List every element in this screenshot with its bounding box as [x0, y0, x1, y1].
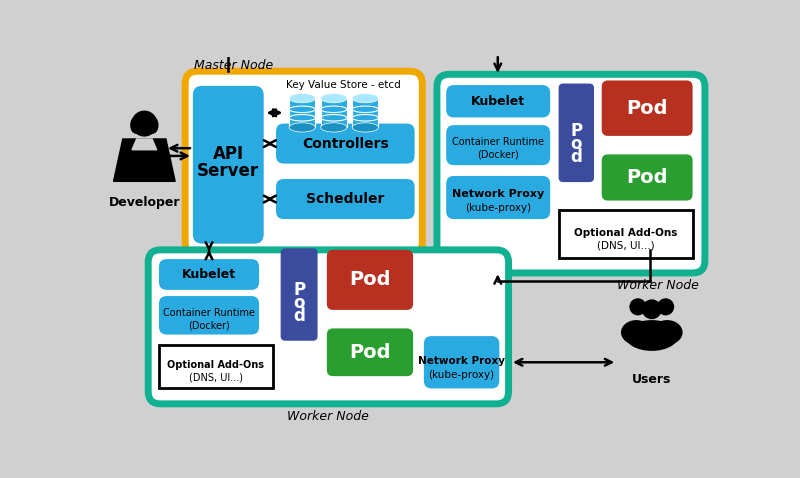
Bar [352, 98, 378, 128]
Ellipse shape [352, 94, 378, 103]
Polygon shape [114, 139, 175, 181]
FancyBboxPatch shape [424, 336, 499, 389]
Ellipse shape [621, 320, 652, 345]
FancyBboxPatch shape [558, 84, 594, 182]
Ellipse shape [321, 123, 347, 132]
Text: Controllers: Controllers [302, 137, 389, 151]
Text: API: API [213, 145, 244, 163]
Text: Network Proxy: Network Proxy [418, 356, 505, 366]
Circle shape [642, 300, 661, 318]
Bar [558, 210, 693, 258]
Text: Worker Node: Worker Node [287, 410, 370, 423]
Circle shape [132, 111, 157, 136]
FancyBboxPatch shape [193, 86, 264, 244]
FancyBboxPatch shape [276, 124, 414, 163]
Ellipse shape [352, 123, 378, 132]
Ellipse shape [652, 320, 682, 345]
FancyBboxPatch shape [602, 80, 693, 136]
FancyBboxPatch shape [327, 250, 413, 310]
Text: Key Value Store - etcd: Key Value Store - etcd [286, 80, 400, 90]
Text: Pod: Pod [350, 343, 390, 362]
Text: Scheduler: Scheduler [306, 192, 385, 206]
Text: (DNS, UI...): (DNS, UI...) [189, 373, 243, 383]
Text: d: d [570, 148, 582, 166]
Text: o: o [294, 294, 305, 312]
FancyBboxPatch shape [159, 259, 259, 290]
FancyBboxPatch shape [281, 248, 318, 341]
Text: (Docker): (Docker) [188, 320, 230, 330]
Ellipse shape [625, 320, 678, 351]
Text: Pod: Pod [626, 168, 668, 187]
Text: P: P [570, 121, 582, 140]
Bar [321, 98, 347, 128]
FancyBboxPatch shape [148, 250, 509, 404]
Text: Users: Users [632, 373, 671, 386]
Text: d: d [293, 307, 305, 325]
Polygon shape [132, 139, 157, 150]
Text: Pod: Pod [350, 271, 390, 289]
Text: Developer: Developer [109, 196, 180, 208]
Text: Pod: Pod [626, 98, 668, 118]
Text: Master Node: Master Node [194, 59, 274, 72]
FancyBboxPatch shape [437, 74, 705, 273]
Text: P: P [293, 281, 305, 299]
Text: Worker Node: Worker Node [617, 279, 698, 292]
Text: Optional Add-Ons: Optional Add-Ons [574, 228, 678, 238]
FancyBboxPatch shape [327, 328, 413, 376]
FancyBboxPatch shape [159, 296, 259, 335]
FancyBboxPatch shape [446, 125, 550, 165]
Text: Server: Server [198, 163, 259, 180]
FancyBboxPatch shape [602, 154, 693, 201]
Text: Kubelet: Kubelet [470, 95, 525, 108]
Text: Container Runtime: Container Runtime [163, 308, 255, 318]
FancyBboxPatch shape [446, 176, 550, 219]
FancyBboxPatch shape [185, 71, 422, 254]
Circle shape [630, 299, 646, 315]
Ellipse shape [147, 117, 158, 134]
Circle shape [658, 299, 674, 315]
FancyBboxPatch shape [276, 179, 414, 219]
Text: o: o [570, 135, 582, 152]
Text: Network Proxy: Network Proxy [452, 189, 544, 199]
Text: (kube-proxy): (kube-proxy) [429, 369, 494, 380]
Ellipse shape [321, 94, 347, 103]
Text: Container Runtime: Container Runtime [452, 137, 544, 147]
Ellipse shape [289, 123, 315, 132]
Text: Optional Add-Ons: Optional Add-Ons [167, 360, 265, 370]
FancyBboxPatch shape [446, 85, 550, 118]
Text: (DNS, UI...): (DNS, UI...) [597, 240, 654, 250]
Ellipse shape [289, 94, 315, 103]
Text: Kubelet: Kubelet [182, 268, 236, 281]
Text: (Docker): (Docker) [477, 150, 518, 159]
Bar [289, 98, 315, 128]
Text: (kube-proxy): (kube-proxy) [465, 203, 531, 213]
Ellipse shape [130, 117, 142, 134]
Bar [159, 345, 273, 389]
